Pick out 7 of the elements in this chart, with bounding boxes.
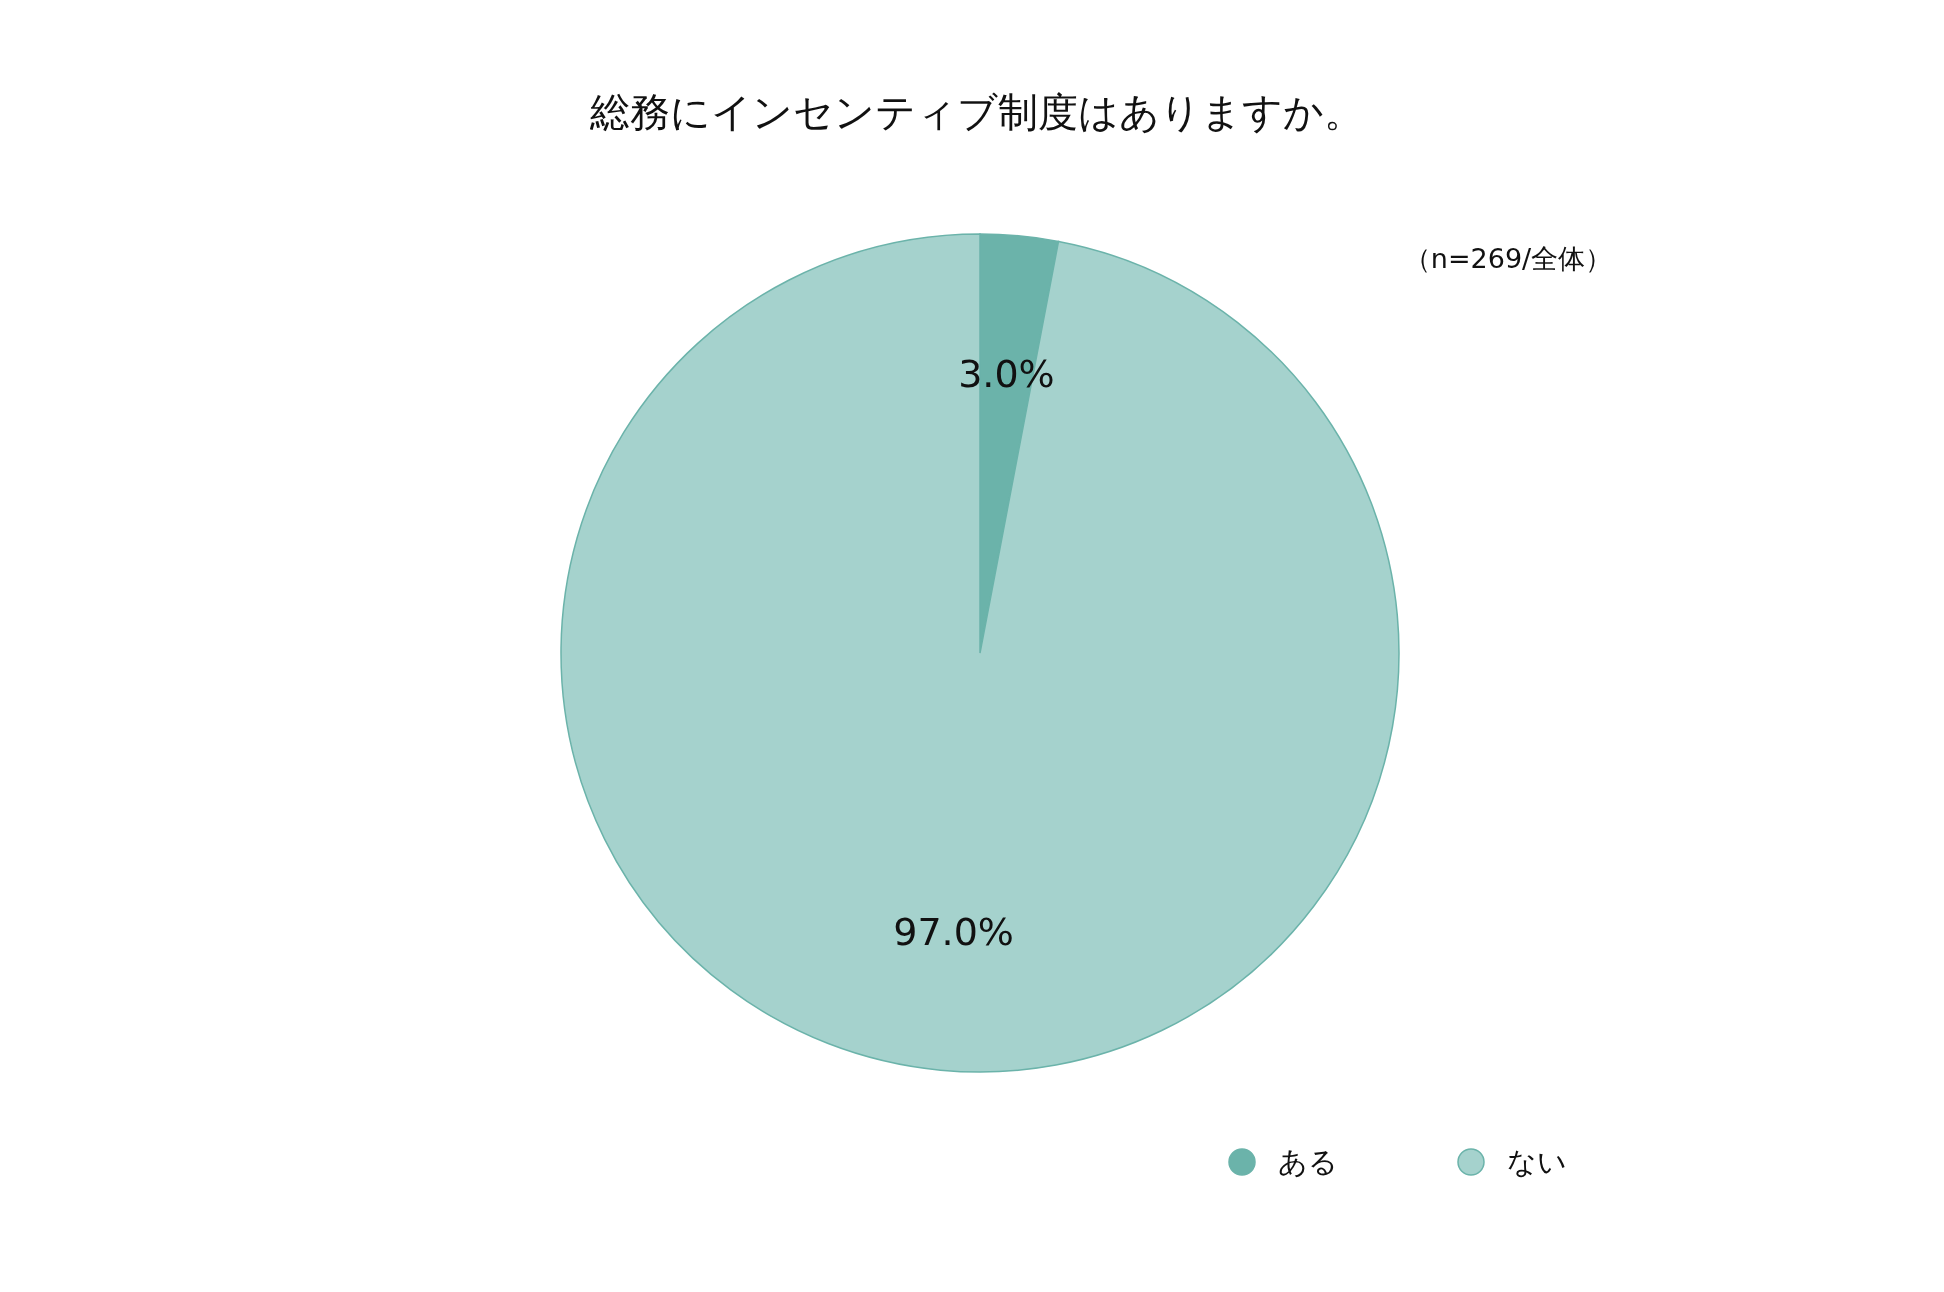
text: （n=269/全体） — [1403, 243, 1613, 274]
legend-label: ない — [1507, 1145, 1567, 1179]
data-label: 97.0% — [893, 910, 1014, 955]
data-label: 3.0% — [958, 351, 1055, 396]
pie-slice — [560, 233, 1400, 1073]
chart-title: 総務にインセンティブ制度はありますか。 — [589, 89, 1364, 135]
legend-label: ある — [1278, 1145, 1338, 1179]
